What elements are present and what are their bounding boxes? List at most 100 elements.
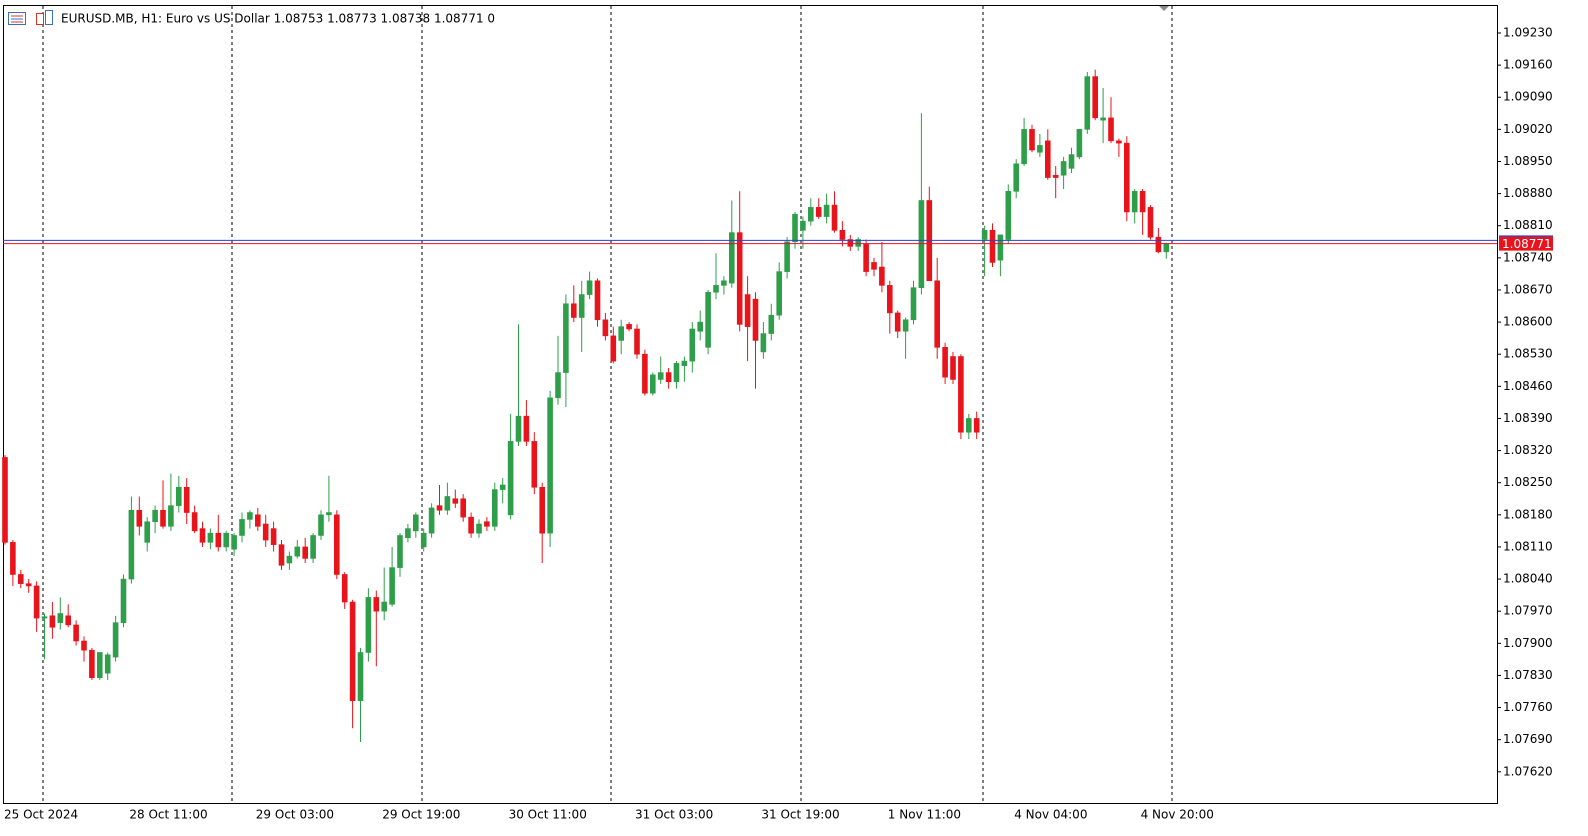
candle-body: [531, 441, 538, 488]
candle-body: [1068, 154, 1075, 169]
y-tick-label: 1.09020: [1503, 122, 1553, 136]
candle-body: [847, 239, 854, 247]
y-tick-label: 1.08180: [1503, 507, 1553, 521]
candle-body: [910, 287, 917, 321]
candle-body: [128, 509, 135, 580]
candle-body: [815, 207, 822, 217]
plot-frame: [3, 5, 1498, 804]
candle-body: [871, 262, 877, 270]
candle-body: [665, 372, 672, 383]
candle-body: [886, 285, 893, 314]
candle-body: [689, 328, 696, 362]
candle-body: [389, 567, 395, 605]
candle-body: [642, 353, 648, 394]
candle-body: [49, 615, 56, 628]
candle-body: [800, 220, 806, 231]
icon: [45, 10, 53, 25]
y-tick-label: 1.07900: [1503, 636, 1553, 650]
y-tick-label: 1.08530: [1503, 347, 1553, 361]
candle-body: [1045, 140, 1051, 178]
y-tick-label: 1.08250: [1503, 475, 1553, 489]
candle-body: [863, 243, 869, 272]
candle-body: [649, 374, 656, 394]
candle-body: [476, 523, 482, 534]
candle-body: [302, 546, 309, 559]
candle-body: [1052, 174, 1059, 178]
bid-price-box: [1499, 236, 1553, 251]
candle-body: [152, 509, 158, 523]
candle-body: [1124, 142, 1130, 213]
candle-body: [958, 356, 964, 433]
candle-body: [460, 498, 467, 518]
candle-body: [318, 514, 324, 536]
candle-body: [760, 333, 767, 353]
x-tick-label: 30 Oct 11:00: [509, 808, 587, 822]
candle-body: [902, 319, 909, 332]
candle-body: [515, 415, 522, 442]
candle-body: [950, 356, 956, 380]
x-tick-label: 29 Oct 19:00: [382, 808, 460, 822]
y-tick-label: 1.08740: [1503, 250, 1553, 264]
candle-body: [255, 514, 261, 527]
candle-body: [657, 372, 664, 380]
candle-body: [81, 640, 87, 651]
candle-body: [586, 280, 593, 295]
candle-body: [294, 546, 301, 557]
candle-body: [894, 312, 901, 332]
period-separators: [42, 6, 1173, 803]
candle-body: [981, 230, 988, 240]
y-tick-label: 1.09230: [1503, 25, 1553, 39]
candle-body: [89, 649, 95, 679]
candle-body: [191, 512, 198, 532]
candle-body: [807, 207, 814, 222]
candle-body: [310, 535, 316, 559]
candle-body: [452, 498, 459, 504]
candle-body: [1013, 163, 1020, 192]
candle-body: [752, 298, 759, 341]
candle-body: [247, 512, 253, 520]
candle-body: [365, 597, 372, 653]
candle-body: [547, 397, 553, 534]
candle-body: [373, 597, 380, 612]
candle-body: [381, 601, 388, 612]
candle-body: [144, 521, 150, 543]
candle-body: [1084, 76, 1091, 130]
candle-body: [1131, 191, 1138, 213]
candle-body: [736, 232, 743, 325]
candle-body: [420, 532, 427, 548]
x-tick-label: 29 Oct 03:00: [256, 808, 334, 822]
y-tick-label: 1.08110: [1503, 539, 1553, 553]
candle-body: [183, 486, 190, 513]
y-tick-label: 1.07690: [1503, 732, 1553, 746]
candle-body: [278, 544, 285, 566]
candle-body: [973, 418, 980, 433]
candle-body: [626, 324, 632, 330]
candle-body: [721, 280, 727, 286]
candle-body: [176, 486, 182, 506]
candle-body: [839, 230, 846, 240]
candle-body: [570, 303, 577, 318]
candle-body: [942, 347, 948, 378]
candle-body: [697, 321, 704, 332]
candle-body: [744, 294, 751, 327]
candle-body: [1163, 243, 1170, 253]
candle-body: [2, 457, 8, 543]
y-tick-label: 1.08320: [1503, 443, 1553, 457]
candle-body: [823, 204, 830, 217]
candle-body: [784, 241, 790, 272]
candle-body: [160, 509, 166, 527]
candle-body: [468, 516, 474, 534]
y-tick-label: 1.08670: [1503, 282, 1553, 296]
candle-body: [776, 271, 783, 316]
y-tick-label: 1.09160: [1503, 58, 1553, 72]
candle-body: [1005, 191, 1012, 240]
candle-body: [1037, 145, 1043, 153]
candle-body: [199, 528, 206, 543]
candle-body: [563, 303, 569, 373]
candle-body: [792, 213, 798, 243]
candle-body: [405, 528, 411, 539]
candle-body: [523, 415, 530, 442]
candle-body: [412, 514, 419, 532]
